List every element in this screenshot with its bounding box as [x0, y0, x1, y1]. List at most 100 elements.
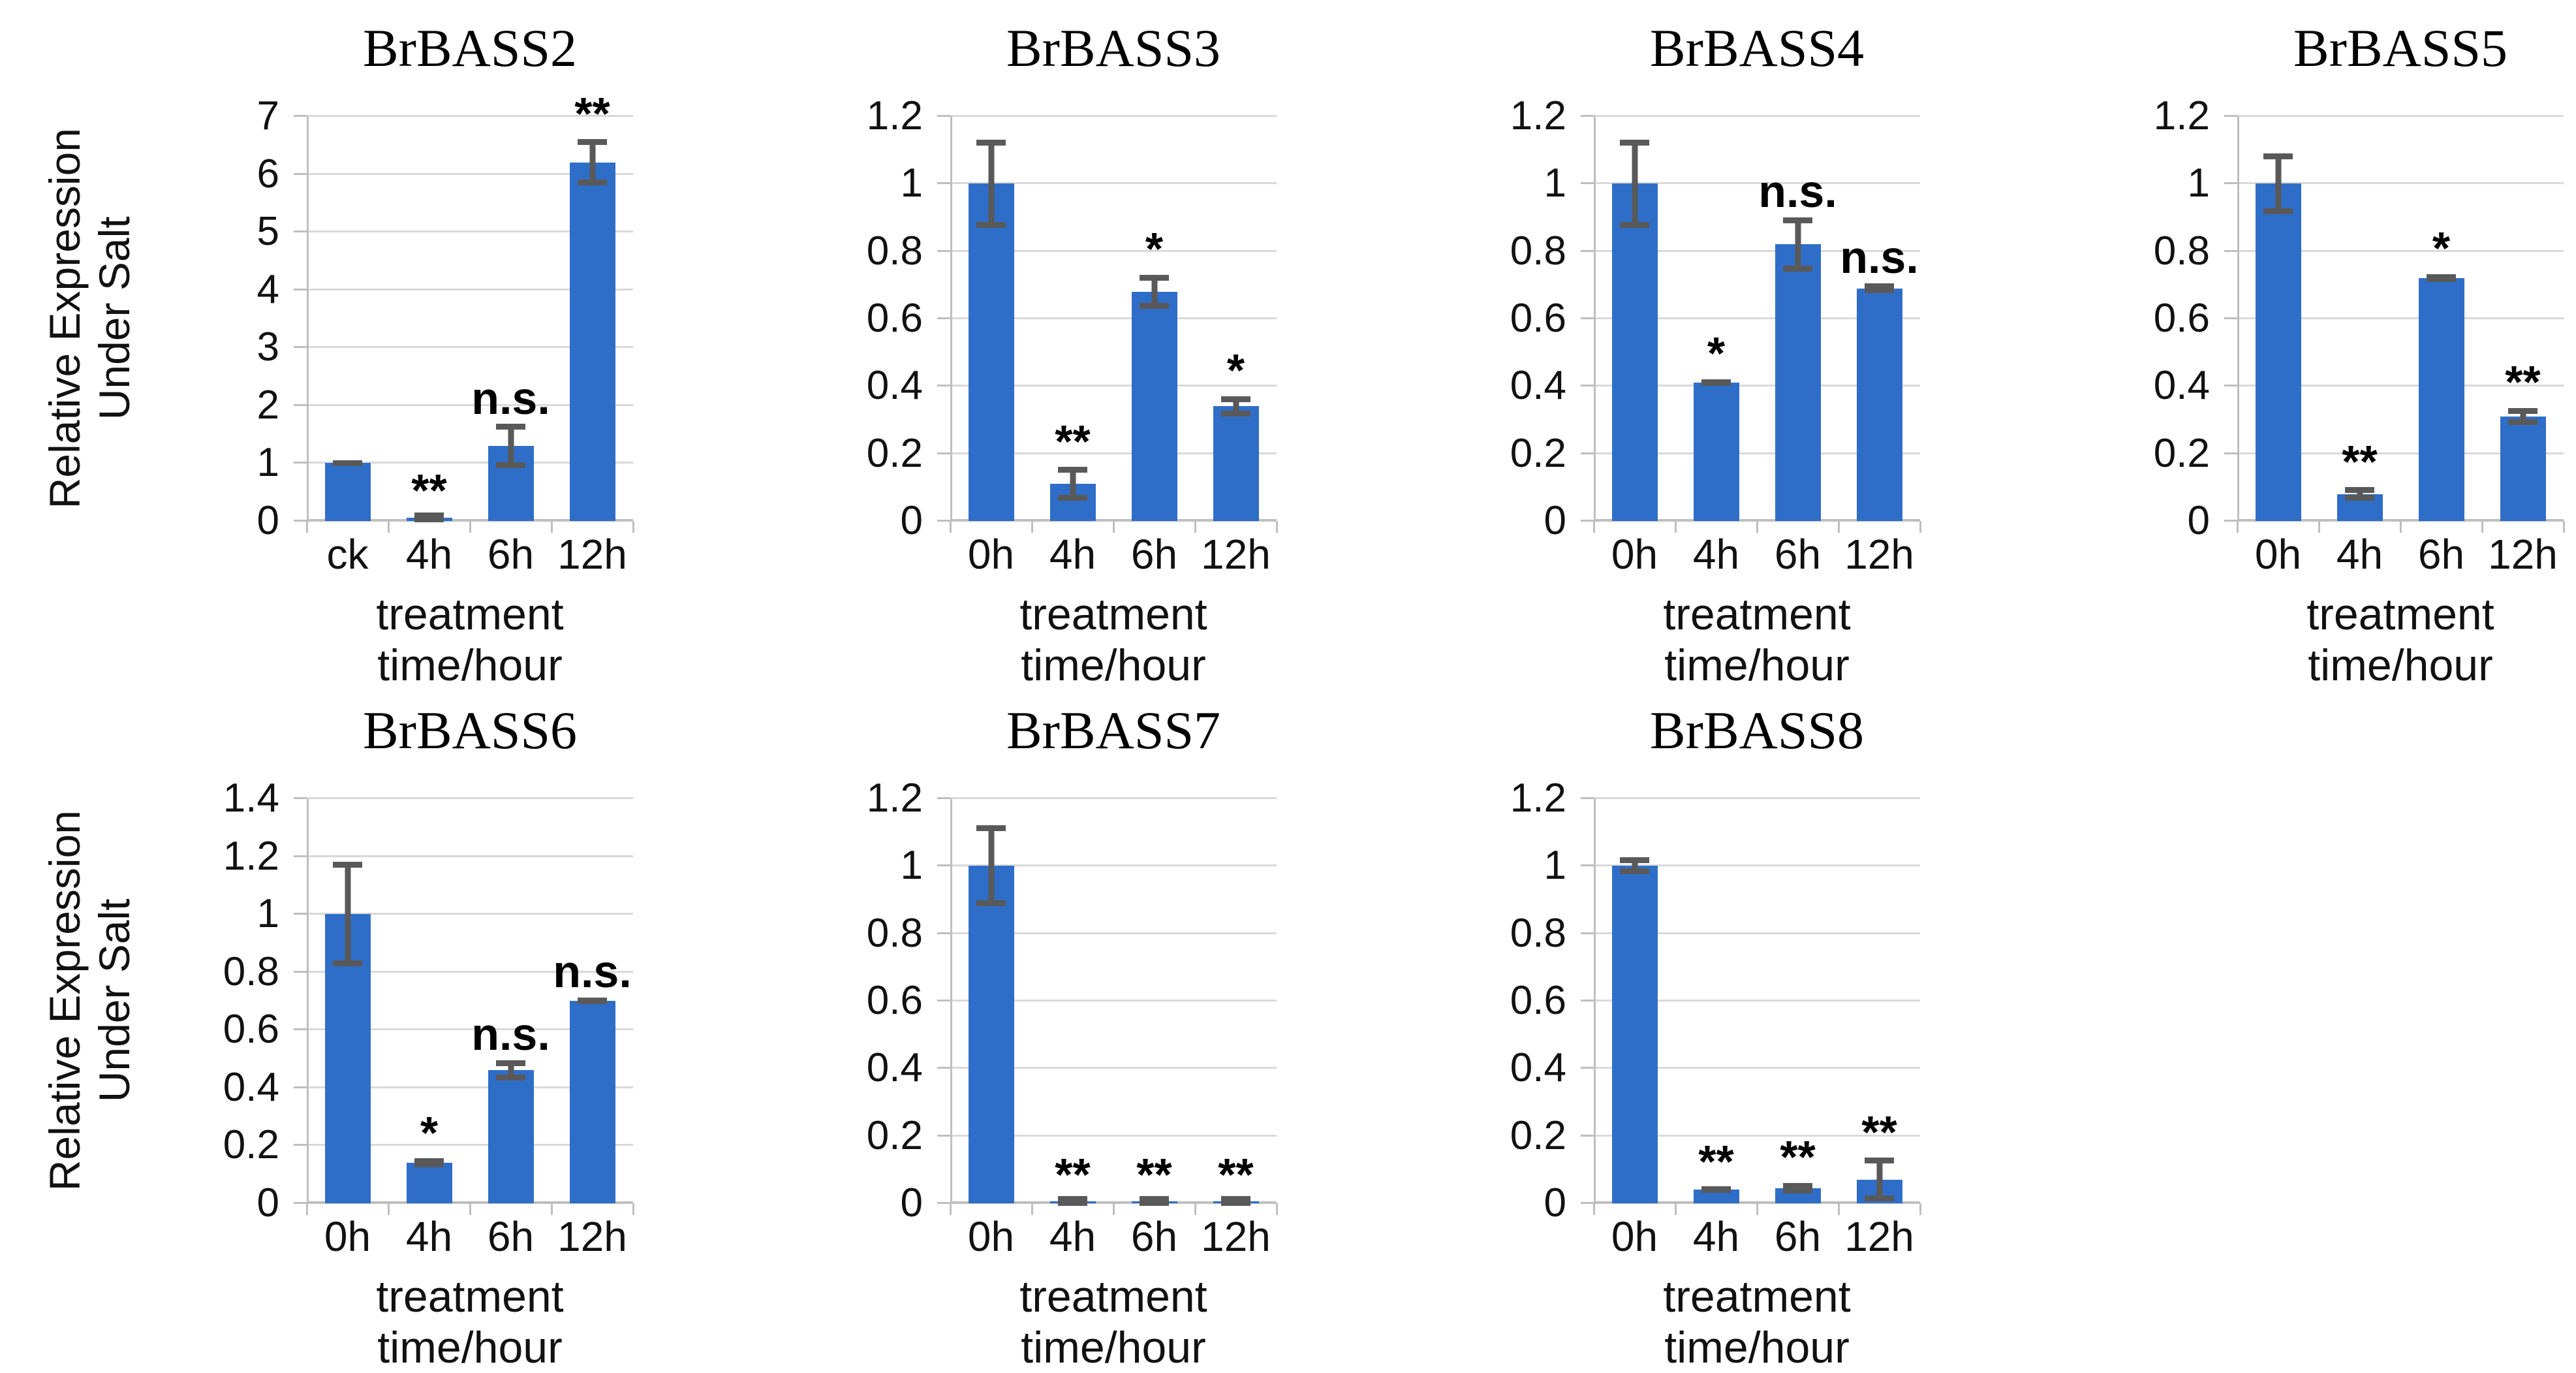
- y-tick-mark: [937, 520, 950, 522]
- gridline: [950, 1000, 1277, 1002]
- gridline: [2237, 452, 2564, 454]
- error-bar-cap-bottom: [414, 513, 444, 519]
- y-tick-mark: [2224, 452, 2237, 454]
- y-tick-label: 0.8: [866, 228, 923, 274]
- error-bar-cap-top: [578, 139, 607, 146]
- x-tick-label: 12h: [1844, 531, 1914, 578]
- x-tick-label: 12h: [557, 1213, 627, 1260]
- y-tick-labels: 0 1 2 3 4 5 6 7: [179, 96, 307, 541]
- y-tick-mark: [1581, 864, 1594, 867]
- y-axis-title-area: Relative Expression Under Salt: [0, 798, 179, 1203]
- error-bar-cap-bottom: [1701, 1186, 1731, 1193]
- y-axis-spacer: [644, 116, 823, 521]
- x-tick-mark: [1919, 521, 1921, 533]
- error-bar-cap-bottom: [1865, 1195, 1894, 1202]
- x-tick-label: 0h: [967, 1213, 1015, 1260]
- gridline: [950, 452, 1277, 454]
- x-tick-labels: 0h 4h 6h 12h: [950, 521, 1277, 588]
- y-tick-mark: [294, 970, 307, 973]
- x-tick-mark: [1919, 1203, 1921, 1215]
- y-tick-mark: [294, 1202, 307, 1204]
- error-bar: [1701, 1186, 1731, 1193]
- gridline: [2237, 249, 2564, 252]
- x-tick-label: 6h: [487, 1213, 535, 1260]
- bar: [1693, 383, 1739, 521]
- error-bar-cap-top: [333, 862, 362, 868]
- y-tick-label: 0.2: [866, 430, 923, 476]
- significance-label: **: [2505, 356, 2541, 408]
- chart-title: BrBASS7: [1006, 701, 1221, 760]
- error-bar-cap-top: [2508, 407, 2537, 414]
- significance-label: *: [2432, 223, 2451, 274]
- y-tick-mark: [937, 864, 950, 867]
- significance-label: **: [411, 465, 447, 516]
- y-tick-labels: 0 0.2 0.4 0.6 0.8 1 1.2: [1466, 96, 1594, 541]
- gridline: [307, 1028, 633, 1031]
- x-tick-label: 6h: [1130, 531, 1178, 578]
- y-tick-label: 2: [256, 382, 279, 428]
- left-axis-area: 0 0.2 0.4 0.6 0.8 1 1.2: [644, 96, 950, 541]
- error-bar-cap-top: [1221, 396, 1250, 402]
- error-bar: [976, 140, 1006, 228]
- gridline: [2237, 115, 2564, 117]
- x-tick-label: 6h: [487, 531, 535, 578]
- plot-area: ** * **: [2224, 115, 2565, 533]
- error-bar-cap-top: [1620, 857, 1649, 864]
- error-bar-stem: [2520, 407, 2526, 425]
- y-tick-label: 1: [256, 440, 279, 486]
- x-tick-mark: [950, 521, 952, 533]
- chart-cell: BrBASS7 0 0.2 0.4 0.6 0.8 1 1.2 ** ** ** 0h 4h 6h 12h t…: [644, 682, 1287, 1372]
- y-tick-label: 0.6: [223, 1007, 279, 1052]
- y-tick-label: 0: [256, 498, 279, 543]
- x-tick-labels: 0h 4h 6h 12h: [2237, 521, 2564, 588]
- y-tick-mark: [937, 452, 950, 454]
- x-tick-label: 4h: [1049, 1213, 1096, 1260]
- error-bar-cap-bottom: [578, 180, 607, 186]
- y-tick-label: 0.2: [223, 1122, 279, 1168]
- error-bar: [496, 424, 525, 468]
- y-tick-mark: [1581, 1067, 1594, 1069]
- y-tick-label: 0: [1544, 498, 1566, 543]
- y-tick-label: 1.2: [1510, 93, 1566, 138]
- error-bar-cap-top: [1140, 274, 1169, 281]
- x-axis-title: treatment time/hour: [1663, 1272, 1851, 1372]
- x-tick-mark: [2563, 521, 2565, 533]
- y-tick-mark: [937, 1000, 950, 1002]
- x-tick-label: 4h: [405, 531, 453, 578]
- y-tick-mark: [1581, 385, 1594, 387]
- bar: [1131, 291, 1177, 521]
- y-tick-labels: 0 0.2 0.4 0.6 0.8 1 1.2 1.4: [179, 778, 307, 1223]
- x-tick-mark: [306, 1203, 308, 1215]
- bar: [1856, 288, 1902, 521]
- x-axis-title: treatment time/hour: [1019, 590, 1207, 690]
- gridline: [1594, 1067, 1920, 1069]
- y-tick-mark: [294, 172, 307, 175]
- error-bar-cap-top: [976, 825, 1006, 832]
- y-tick-label: 0.4: [1510, 363, 1566, 409]
- error-bar-cap-top: [2345, 487, 2374, 494]
- y-tick-mark: [937, 385, 950, 387]
- x-tick-mark: [1194, 521, 1196, 533]
- error-bar-stem: [988, 825, 994, 907]
- chart-title: BrBASS8: [1649, 701, 1865, 760]
- gridline: [307, 115, 633, 117]
- y-tick-label: 3: [256, 324, 279, 370]
- gridline: [950, 864, 1277, 867]
- error-bar-cap-bottom: [1058, 495, 1087, 501]
- x-tick-mark: [1838, 1203, 1840, 1215]
- error-bar-cap-top: [1620, 140, 1649, 146]
- error-bar-stem: [1876, 1158, 1882, 1202]
- error-bar-cap-bottom: [1221, 410, 1250, 417]
- error-bar-cap-bottom: [496, 462, 525, 468]
- left-axis-area: 0 0.2 0.4 0.6 0.8 1 1.2: [1287, 96, 1594, 541]
- error-bar-cap-bottom: [976, 900, 1006, 907]
- y-tick-label: 0.8: [1510, 910, 1566, 956]
- error-bar-cap-bottom: [1783, 265, 1812, 272]
- significance-label: *: [1707, 328, 1726, 379]
- y-tick-mark: [1581, 520, 1594, 522]
- significance-label: n.s.: [553, 946, 632, 998]
- x-tick-labels: 0h 4h 6h 12h: [1594, 1203, 1920, 1270]
- bar: [2418, 278, 2464, 521]
- x-axis-line: [950, 519, 1277, 522]
- error-bar: [1783, 217, 1812, 272]
